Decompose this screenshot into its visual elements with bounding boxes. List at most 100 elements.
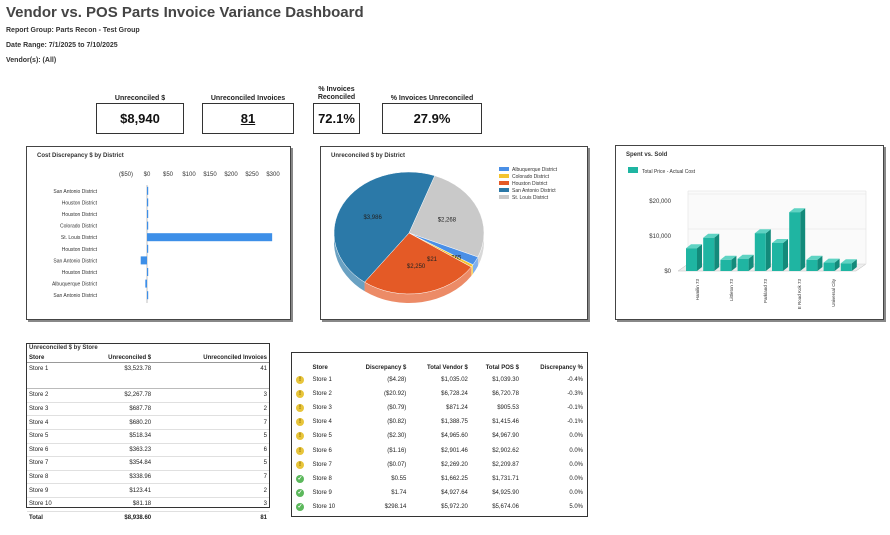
table-row[interactable]: ! Store 5 ($2.30) $4,965.60 $4,967.90 0.0% <box>294 429 585 443</box>
bar[interactable] <box>140 256 147 265</box>
column-header[interactable]: Total POS $ <box>485 365 519 371</box>
table-row[interactable]: ! Store 6 ($1.16) $2,901.46 $2,902.62 0.0% <box>294 443 585 457</box>
table-row[interactable]: ! Store 3 ($0.79) $871.24 $905.53 -0.1% <box>294 401 585 415</box>
bar[interactable] <box>840 263 852 271</box>
kpi-unreconciled-dollars-label: Unreconciled $ <box>114 95 166 102</box>
table-cell: 3 <box>263 501 267 508</box>
table-row[interactable]: ! Store 1 ($4.28) $1,035.02 $1,039.30 -0.4% <box>294 373 585 387</box>
bar[interactable] <box>145 279 147 288</box>
bar-side <box>731 255 737 271</box>
bar-top <box>840 259 857 264</box>
bar[interactable] <box>147 186 149 195</box>
district-pie-plot: $2,268 $65 $2,250 $3,986 $21 Albuquerque Dist… <box>333 167 558 303</box>
bar-top <box>823 258 840 263</box>
table-cell: ($0.79) <box>387 405 407 412</box>
table-cell: Store 8 <box>312 475 332 482</box>
bar[interactable] <box>147 268 149 276</box>
table-cell: 81 <box>260 514 267 521</box>
bar[interactable] <box>147 233 273 242</box>
table-cell: $2,267.78 <box>124 392 152 399</box>
table-row[interactable]: ! Store 7 ($0.07) $2,269.20 $2,209.87 0.0% <box>294 458 585 472</box>
bar[interactable] <box>789 212 801 271</box>
report-group: Report Group: Parts Recon - Test Group <box>6 27 140 34</box>
table-row[interactable]: Store 4 $680.20 7 <box>27 416 269 430</box>
column-header[interactable]: Unreconciled $ <box>72 353 154 363</box>
table-row[interactable]: ✓ Store 9 $1.74 $4,927.64 $4,925.90 0.0% <box>294 486 585 500</box>
pie-slice[interactable] <box>333 171 436 283</box>
table-cell: Store 1 <box>29 366 49 373</box>
bar[interactable] <box>147 291 149 300</box>
table-row[interactable]: Store 2 $2,267.78 3 <box>27 389 269 403</box>
y-tick-label: $10,000 <box>649 234 671 240</box>
x-tick-label: $150 <box>203 172 217 178</box>
bar[interactable] <box>686 248 697 271</box>
kpi-unreconciled-dollars[interactable]: $8,940 <box>96 103 184 134</box>
kpi-unreconciled-invoices[interactable]: 81 <box>202 103 294 134</box>
bar[interactable] <box>147 198 149 207</box>
table-cell: 0.0% <box>569 475 583 482</box>
table-cell: 2 <box>263 406 267 413</box>
table-cell: $1,035.02 <box>441 377 468 384</box>
column-header[interactable]: Store <box>312 365 328 371</box>
category-label: San Antonio District <box>53 293 97 299</box>
table-cell: $4,967.90 <box>492 433 519 440</box>
table-cell: $4,965.60 <box>441 433 468 440</box>
legend-label: St. Louis District <box>512 195 549 201</box>
table-row[interactable]: Store 7 $354.84 5 <box>27 457 269 471</box>
bar[interactable] <box>806 259 818 271</box>
table-cell: 5 <box>263 460 267 467</box>
check-status-icon: ✓ <box>296 474 304 483</box>
status-cell: ! <box>294 373 310 387</box>
table-row[interactable]: Store 3 $687.78 2 <box>27 402 269 416</box>
bar[interactable] <box>754 233 766 271</box>
table-row[interactable]: ✓ Store 8 $0.55 $1,662.25 $1,731.71 0.0% <box>294 472 585 486</box>
column-header[interactable]: Discrepancy $ <box>365 365 407 371</box>
legend-swatch <box>499 181 509 185</box>
table-row[interactable] <box>27 376 269 389</box>
category-label: San Antonio District <box>53 258 97 264</box>
bar[interactable] <box>772 243 783 271</box>
table-row[interactable]: Store 8 $338.96 7 <box>27 470 269 484</box>
table-cell: $298.14 <box>384 503 407 510</box>
table-cell <box>27 376 73 389</box>
total-row[interactable]: Total $8,938.60 81 <box>27 511 269 524</box>
table-cell: $338.96 <box>129 474 152 481</box>
kpi-reconciled-pct[interactable]: 72.1% <box>313 103 360 134</box>
bar[interactable] <box>147 221 149 230</box>
table-cell: Store 5 <box>312 433 332 440</box>
table-cell: $2,269.20 <box>441 461 468 468</box>
table-row[interactable]: Store 9 $123.41 2 <box>27 484 269 498</box>
status-cell: ! <box>294 458 310 472</box>
column-header[interactable]: Discrepancy % <box>540 365 583 371</box>
pie-slice[interactable] <box>408 175 485 258</box>
table-row[interactable]: Store 6 $363.23 6 <box>27 443 269 457</box>
pie-slice[interactable] <box>364 232 472 295</box>
column-header[interactable]: Store <box>27 353 73 363</box>
legend-swatch <box>628 167 638 173</box>
bar[interactable] <box>147 244 149 253</box>
column-header[interactable]: Total Vendor $ <box>426 365 468 371</box>
column-header[interactable]: Unreconciled Invoices <box>153 353 269 363</box>
table-row[interactable]: Store 5 $518.34 5 <box>27 429 269 444</box>
bar[interactable] <box>823 262 835 271</box>
table-row[interactable]: Store 10 $81.18 3 <box>27 497 269 512</box>
status-cell: ! <box>294 429 310 443</box>
table-row[interactable]: ! Store 4 ($0.82) $1,388.75 $1,415.46 -0.1% <box>294 415 585 429</box>
category-label: St. Louis District <box>61 235 98 241</box>
kpi-unreconciled-pct[interactable]: 27.9% <box>382 103 482 134</box>
bar[interactable] <box>703 237 715 271</box>
bar[interactable] <box>720 259 732 271</box>
bar-side <box>748 254 754 271</box>
bar[interactable] <box>737 258 749 271</box>
table-cell: ($20.92) <box>383 391 407 398</box>
table-cell <box>73 376 153 389</box>
bar-side <box>834 258 840 271</box>
x-tick-label: $50 <box>163 172 174 178</box>
legend-label: Houston District <box>512 181 548 187</box>
table-row[interactable]: ✓ Store 10 $298.14 $5,972.20 $5,674.06 5.0% <box>294 500 585 514</box>
table-row[interactable]: Store 1 $3,523.78 41 <box>27 363 269 376</box>
bar[interactable] <box>147 210 149 218</box>
table-row[interactable]: ! Store 2 ($20.92) $6,728.24 $6,720.78 -0.3% <box>294 387 585 401</box>
store-table: Store Unreconciled $ Unreconciled Invoices… <box>27 353 269 524</box>
table-cell: $687.78 <box>129 406 152 413</box>
